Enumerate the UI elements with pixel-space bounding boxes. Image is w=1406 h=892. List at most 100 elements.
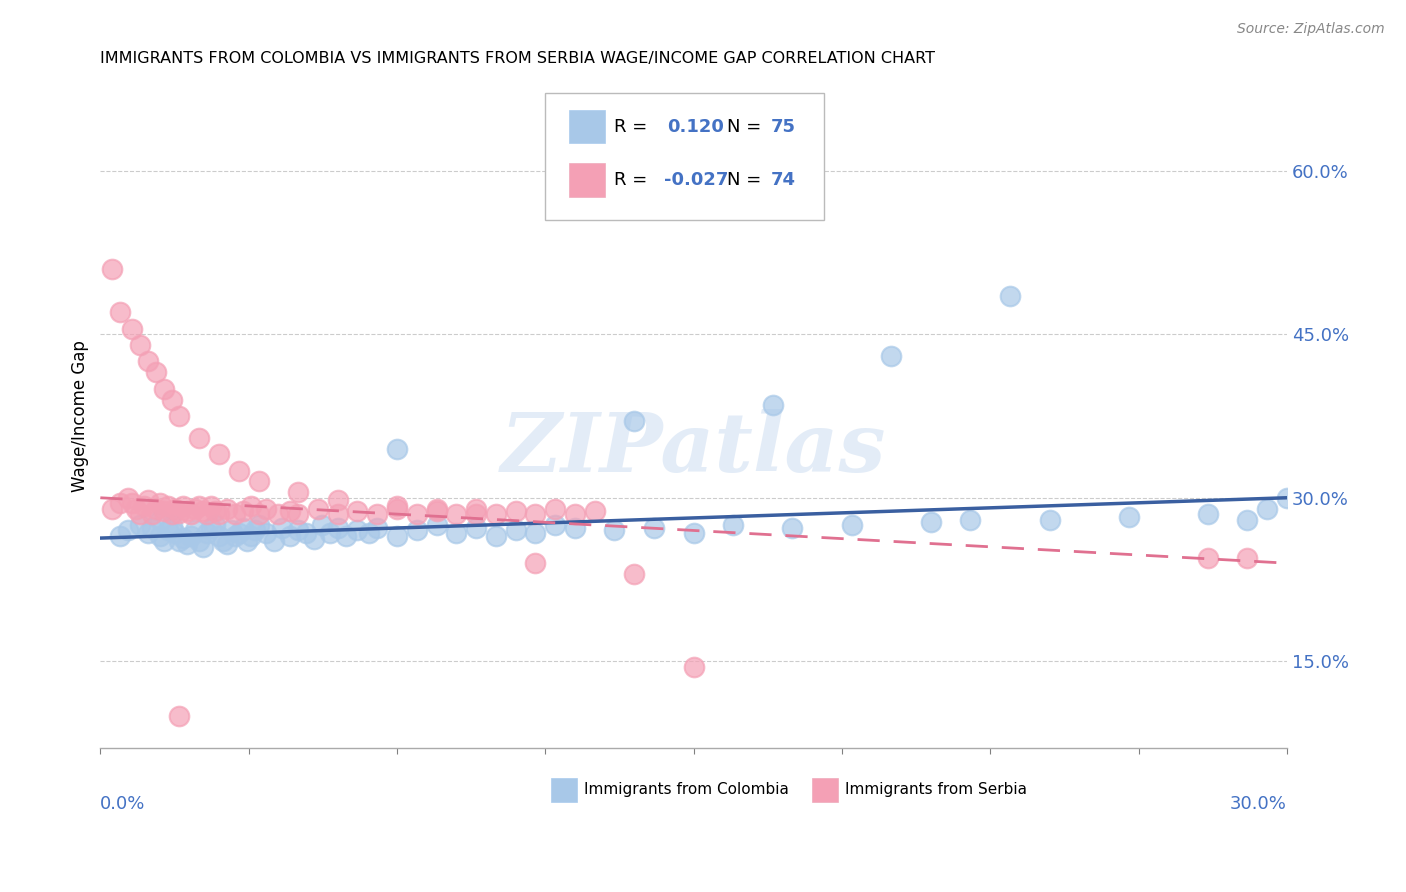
Point: [108, 305, 131, 319]
Point: [188, 500, 211, 514]
Point: [165, 501, 187, 516]
Point: [485, 507, 508, 521]
Point: [603, 524, 626, 538]
Point: [108, 529, 131, 543]
Point: [1197, 550, 1219, 565]
Point: [132, 500, 155, 514]
Point: [446, 507, 468, 521]
Point: [841, 518, 863, 533]
Point: [682, 525, 704, 540]
Point: [208, 507, 231, 521]
Point: [180, 507, 202, 521]
Point: [544, 518, 567, 533]
Point: [287, 507, 309, 521]
Point: [141, 521, 163, 535]
Point: [172, 531, 194, 545]
Point: [425, 501, 447, 516]
Text: 75: 75: [770, 118, 796, 136]
Point: [385, 442, 408, 456]
Text: Immigrants from Serbia: Immigrants from Serbia: [845, 782, 1028, 797]
Point: [544, 501, 567, 516]
Text: 74: 74: [770, 171, 796, 189]
Point: [564, 521, 586, 535]
Point: [465, 507, 488, 521]
FancyBboxPatch shape: [569, 110, 605, 144]
Point: [176, 504, 198, 518]
Point: [195, 507, 218, 521]
Point: [278, 529, 301, 543]
Point: [117, 524, 139, 538]
Point: [169, 708, 191, 723]
Point: [335, 529, 357, 543]
Point: [247, 475, 270, 489]
Point: [366, 521, 388, 535]
Point: [465, 521, 488, 535]
Point: [405, 524, 427, 538]
Point: [243, 524, 266, 538]
Point: [200, 500, 222, 514]
Point: [160, 507, 183, 521]
Point: [224, 507, 246, 521]
Point: [359, 525, 381, 540]
Point: [149, 529, 172, 543]
Point: [287, 485, 309, 500]
Point: [169, 409, 191, 423]
Point: [215, 536, 238, 550]
Point: [643, 521, 665, 535]
Point: [446, 525, 468, 540]
Point: [880, 349, 903, 363]
Point: [215, 501, 238, 516]
Point: [160, 392, 183, 407]
Point: [224, 529, 246, 543]
Point: [235, 534, 257, 549]
Point: [721, 518, 744, 533]
Point: [180, 529, 202, 543]
Point: [219, 524, 242, 538]
Point: [101, 501, 124, 516]
Text: R =: R =: [614, 171, 647, 189]
Point: [188, 431, 211, 445]
Point: [232, 521, 254, 535]
Point: [623, 414, 645, 428]
Point: [172, 500, 194, 514]
Point: [998, 289, 1021, 303]
Point: [193, 504, 215, 518]
Point: [232, 504, 254, 518]
Point: [152, 504, 174, 518]
Text: 0.120: 0.120: [668, 118, 724, 136]
Point: [405, 507, 427, 521]
Point: [485, 529, 508, 543]
Point: [136, 354, 159, 368]
Point: [302, 532, 325, 546]
Point: [247, 507, 270, 521]
Point: [193, 540, 215, 554]
Point: [228, 463, 250, 477]
Point: [165, 525, 187, 540]
Text: N =: N =: [727, 171, 761, 189]
Point: [505, 524, 527, 538]
Text: -0.027: -0.027: [664, 171, 728, 189]
Point: [129, 338, 152, 352]
Point: [156, 524, 179, 538]
Point: [136, 492, 159, 507]
Point: [505, 504, 527, 518]
FancyBboxPatch shape: [551, 779, 578, 802]
Point: [1197, 507, 1219, 521]
Text: Source: ZipAtlas.com: Source: ZipAtlas.com: [1237, 22, 1385, 37]
Point: [136, 525, 159, 540]
Point: [208, 447, 231, 461]
Point: [307, 501, 329, 516]
Point: [326, 521, 349, 535]
Point: [583, 504, 606, 518]
Point: [204, 504, 226, 518]
Point: [425, 518, 447, 533]
Point: [176, 536, 198, 550]
Point: [129, 507, 152, 521]
Point: [385, 501, 408, 516]
Point: [239, 529, 262, 543]
Point: [188, 534, 211, 549]
Point: [465, 501, 488, 516]
Point: [125, 501, 148, 516]
Point: [101, 261, 124, 276]
Point: [959, 512, 981, 526]
